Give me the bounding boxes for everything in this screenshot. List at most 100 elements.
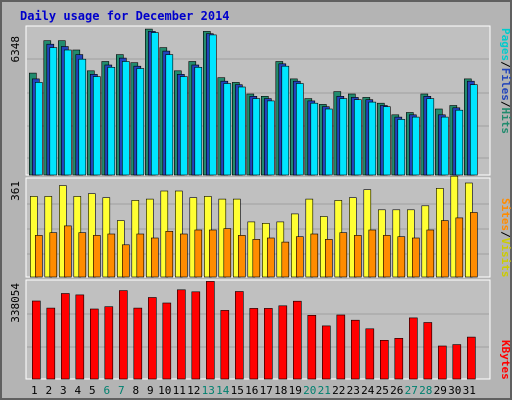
kbytes-max-label: 338054 [9, 283, 22, 323]
bar-sites-day-8 [136, 233, 145, 278]
day-label-21: 21 [318, 384, 331, 397]
bar-kbytes-day-7 [119, 290, 128, 380]
legend-sep-2: / [499, 101, 512, 108]
bar-sites-day-2 [49, 232, 58, 278]
bar-sites-day-25 [382, 235, 391, 278]
bar-pages-day-6 [107, 67, 116, 176]
bar-pages-day-31 [469, 84, 478, 176]
bar-sites-day-14 [223, 228, 232, 278]
day-label-3: 3 [60, 384, 67, 397]
bar-kbytes-day-5 [90, 308, 99, 380]
bar-kbytes-day-21 [321, 325, 331, 380]
visitors-legend: Sites/Visits [499, 198, 512, 278]
bar-pages-day-11 [180, 76, 188, 176]
day-label-11: 11 [173, 384, 186, 397]
day-label-10: 10 [158, 384, 171, 397]
day-label-28: 28 [419, 384, 432, 397]
legend-sites: Sites [499, 198, 512, 231]
bar-kbytes-day-11 [177, 289, 186, 380]
bar-pages-day-9 [151, 32, 159, 176]
bar-sites-day-26 [397, 236, 406, 278]
bar-sites-day-30 [455, 217, 464, 278]
bar-sites-day-4 [78, 232, 87, 278]
bar-pages-day-21 [324, 108, 333, 176]
legend-visits: Visits [499, 238, 512, 278]
bar-pages-day-15 [238, 86, 246, 176]
day-label-23: 23 [347, 384, 360, 397]
bar-sites-day-16 [252, 239, 261, 278]
bar-pages-day-1 [34, 82, 43, 176]
traffic-max-label: 6348 [9, 36, 22, 63]
bar-kbytes-day-9 [148, 297, 157, 380]
bar-kbytes-day-12 [191, 291, 201, 380]
day-label-16: 16 [245, 384, 258, 397]
bar-pages-day-7 [122, 61, 130, 176]
bar-kbytes-day-3 [60, 293, 70, 380]
bar-sites-day-5 [93, 235, 101, 278]
bar-pages-day-26 [397, 119, 406, 176]
bar-pages-day-27 [411, 116, 420, 176]
day-label-14: 14 [216, 384, 230, 397]
bar-pages-day-30 [455, 109, 464, 176]
bar-pages-day-8 [136, 68, 145, 176]
bar-pages-day-2 [49, 47, 58, 176]
bar-sites-day-18 [281, 241, 290, 278]
day-label-2: 2 [45, 384, 52, 397]
day-label-26: 26 [390, 384, 403, 397]
bar-kbytes-day-17 [263, 308, 273, 380]
bar-pages-day-3 [64, 49, 72, 176]
bar-kbytes-day-24 [365, 328, 375, 380]
bar-pages-day-28 [426, 98, 435, 176]
bar-sites-day-15 [238, 235, 246, 278]
bar-kbytes-day-28 [423, 322, 433, 380]
bar-kbytes-day-26 [394, 337, 404, 380]
bar-kbytes-day-22 [336, 314, 346, 380]
bar-kbytes-day-15 [235, 291, 244, 380]
bar-pages-day-25 [382, 106, 391, 176]
bar-pages-day-23 [353, 99, 362, 176]
bar-sites-day-12 [194, 229, 203, 278]
bar-sites-day-6 [107, 233, 116, 278]
day-label-5: 5 [89, 384, 96, 397]
bar-sites-day-13 [209, 229, 217, 278]
bar-sites-day-29 [440, 220, 449, 278]
bar-kbytes-day-8 [133, 307, 143, 380]
bar-sites-day-24 [368, 229, 377, 278]
bar-sites-day-20 [310, 233, 319, 278]
day-label-6: 6 [103, 384, 110, 397]
day-tick-labels: 1 2 3 4 5 6 7 8 9 10 11 12 13 14 15 16 17 18 19 20 21 22 23 24 2… [31, 384, 476, 397]
day-label-8: 8 [132, 384, 139, 397]
bar-pages-day-10 [165, 54, 174, 176]
bar-kbytes-day-25 [379, 339, 389, 380]
bar-kbytes-day-16 [249, 308, 259, 380]
bar-sites-day-10 [165, 231, 174, 278]
legend-pages: Pages [499, 28, 512, 61]
bar-pages-day-14 [223, 83, 232, 176]
day-label-12: 12 [187, 384, 200, 397]
day-label-30: 30 [448, 384, 461, 397]
bar-pages-day-16 [252, 98, 261, 176]
bar-sites-day-1 [34, 235, 43, 278]
bar-sites-day-7 [122, 244, 130, 278]
day-label-19: 19 [289, 384, 302, 397]
bar-kbytes-day-6 [104, 306, 114, 380]
bar-pages-day-22 [339, 98, 348, 176]
day-label-29: 29 [434, 384, 447, 397]
bar-kbytes-day-19 [292, 300, 302, 380]
bar-kbytes-day-2 [46, 307, 56, 380]
bar-pages-day-5 [93, 76, 101, 176]
day-label-7: 7 [118, 384, 125, 397]
bar-pages-day-17 [266, 100, 275, 176]
bar-marks [28, 28, 478, 380]
day-label-27: 27 [405, 384, 418, 397]
bar-sites-day-27 [411, 237, 420, 278]
day-label-25: 25 [376, 384, 389, 397]
day-label-4: 4 [74, 384, 81, 397]
bar-pages-day-13 [209, 34, 217, 176]
bar-sites-day-21 [324, 239, 333, 278]
bar-pages-day-29 [440, 116, 449, 176]
bar-sites-day-23 [353, 235, 362, 278]
kbytes-legend: KBytes [499, 340, 512, 380]
